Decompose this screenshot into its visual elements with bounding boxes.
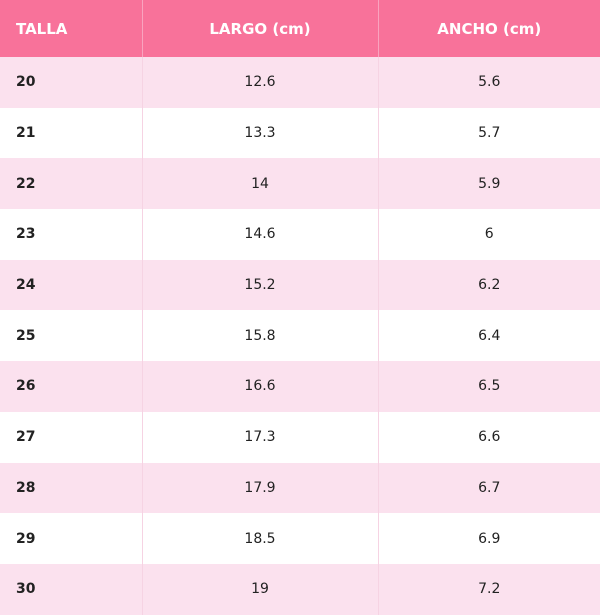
size-cell: 28 bbox=[0, 462, 143, 514]
table-body: 20 12.6 5.6 21 13.3 5.7 22 14 5.9 23 14.6 6 24 15.2 6.… bbox=[0, 57, 600, 615]
value-cell: 17.9 bbox=[142, 462, 379, 514]
value-cell: 15.2 bbox=[142, 259, 379, 311]
value-cell: 16.6 bbox=[142, 361, 379, 412]
header-cell: ANCHO (cm) bbox=[378, 0, 600, 57]
value-cell: 7.2 bbox=[378, 563, 600, 615]
size-cell: 27 bbox=[0, 411, 143, 463]
value-cell: 6.5 bbox=[378, 361, 600, 412]
value-cell: 6.9 bbox=[378, 513, 600, 564]
value-cell: 19 bbox=[142, 563, 379, 615]
table-row: 27 17.3 6.6 bbox=[0, 411, 600, 463]
size-cell: 21 bbox=[0, 107, 143, 159]
table-row: 24 15.2 6.2 bbox=[0, 259, 600, 311]
size-cell: 23 bbox=[0, 209, 143, 260]
table-row: 25 15.8 6.4 bbox=[0, 310, 600, 362]
value-cell: 5.7 bbox=[378, 107, 600, 159]
table-row: 30 19 7.2 bbox=[0, 563, 600, 615]
value-cell: 18.5 bbox=[142, 513, 379, 564]
value-cell: 12.6 bbox=[142, 57, 379, 108]
header-row: TALLA LARGO (cm) ANCHO (cm) bbox=[0, 0, 600, 57]
value-cell: 14 bbox=[142, 158, 379, 210]
table-row: 29 18.5 6.9 bbox=[0, 513, 600, 564]
table-head: TALLA LARGO (cm) ANCHO (cm) bbox=[0, 0, 600, 57]
size-cell: 24 bbox=[0, 259, 143, 311]
table-row: 28 17.9 6.7 bbox=[0, 462, 600, 514]
value-cell: 15.8 bbox=[142, 310, 379, 362]
value-cell: 14.6 bbox=[142, 209, 379, 260]
size-cell: 30 bbox=[0, 563, 143, 615]
table-row: 26 16.6 6.5 bbox=[0, 361, 600, 412]
header-cell: LARGO (cm) bbox=[142, 0, 379, 57]
size-cell: 22 bbox=[0, 158, 143, 210]
value-cell: 6.7 bbox=[378, 462, 600, 514]
value-cell: 5.9 bbox=[378, 158, 600, 210]
value-cell: 13.3 bbox=[142, 107, 379, 159]
value-cell: 6.4 bbox=[378, 310, 600, 362]
table-row: 22 14 5.9 bbox=[0, 158, 600, 210]
value-cell: 17.3 bbox=[142, 411, 379, 463]
value-cell: 5.6 bbox=[378, 57, 600, 108]
value-cell: 6.6 bbox=[378, 411, 600, 463]
header-cell: TALLA bbox=[0, 0, 143, 57]
size-cell: 26 bbox=[0, 361, 143, 412]
table-row: 21 13.3 5.7 bbox=[0, 107, 600, 159]
table-row: 23 14.6 6 bbox=[0, 209, 600, 260]
size-cell: 25 bbox=[0, 310, 143, 362]
value-cell: 6.2 bbox=[378, 259, 600, 311]
table-row: 20 12.6 5.6 bbox=[0, 57, 600, 108]
size-cell: 29 bbox=[0, 513, 143, 564]
size-cell: 20 bbox=[0, 57, 143, 108]
value-cell: 6 bbox=[378, 209, 600, 260]
